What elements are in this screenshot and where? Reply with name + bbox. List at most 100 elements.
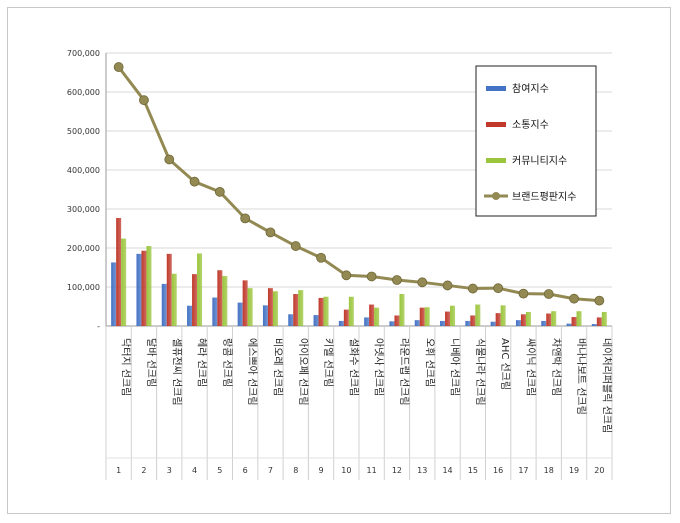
bar-소통지수 [192, 274, 198, 326]
category-label: 니베아 선크림 [449, 338, 461, 396]
bar-소통지수 [242, 280, 248, 326]
bar-커뮤니티지수 [348, 296, 354, 326]
bar-참여지수 [338, 320, 344, 326]
bar-소통지수 [293, 294, 299, 326]
category-label: 셀퓨전씨 선크림 [170, 338, 182, 406]
bar-커뮤니티지수 [171, 273, 177, 326]
rank-label: 2 [141, 466, 146, 475]
line-point [366, 271, 377, 282]
rank-label: 12 [392, 466, 402, 475]
category-label: 아넷사 선크림 [373, 338, 385, 396]
bar-커뮤니티지수 [197, 253, 203, 326]
rank-label: 14 [442, 466, 452, 475]
bar-커뮤니티지수 [450, 305, 456, 326]
legend-swatch-소통지수 [486, 122, 506, 127]
line-point [290, 241, 301, 251]
line-point [189, 176, 200, 187]
rank-label: 9 [319, 466, 324, 475]
chart-frame: - 100,000 200,000 300,000 400,000 500,000 600,… [7, 7, 671, 514]
bar-소통지수 [267, 288, 273, 326]
bar-소통지수 [596, 317, 602, 326]
category-label: 오휘 선크림 [423, 338, 435, 387]
bar-참여지수 [515, 320, 521, 326]
bar-커뮤니티지수 [323, 296, 329, 326]
bar-커뮤니티지수 [551, 311, 557, 326]
y-tick-label: 500,000 [67, 127, 100, 136]
rank-label: 20 [594, 466, 604, 475]
bar-커뮤니티지수 [272, 291, 278, 326]
legend-label: 브랜드평판지수 [512, 191, 576, 203]
bar-참여지수 [465, 320, 471, 326]
line-point [467, 283, 478, 294]
line-point [493, 283, 504, 294]
bar-소통지수 [445, 311, 451, 326]
y-tick-label: 700,000 [67, 49, 100, 58]
bar-커뮤니티지수 [576, 311, 582, 326]
rank-label: 10 [341, 466, 351, 475]
category-label: AHC 선크림 [499, 338, 511, 390]
bar-참여지수 [288, 314, 294, 326]
category-label: 설화수 선크림 [347, 338, 359, 396]
bar-참여지수 [364, 317, 370, 326]
line-point [316, 252, 326, 263]
category-label: 아이오페 선크림 [297, 338, 309, 406]
bar-참여지수 [237, 302, 243, 326]
y-tick-label: 400,000 [67, 166, 100, 175]
line-point [518, 288, 529, 299]
category-label: 닥터지 선크림 [120, 338, 132, 396]
category-label: 헤라 선크림 [196, 338, 208, 387]
bar-참여지수 [440, 320, 446, 326]
bar-커뮤니티지수 [298, 290, 304, 326]
rank-label: 15 [468, 466, 478, 475]
y-tick-label: 600,000 [67, 88, 100, 97]
y-tick-label: 100,000 [67, 283, 100, 292]
category-label: 비오레 선크림 [271, 338, 283, 396]
bar-소통지수 [343, 309, 349, 326]
rank-label: 19 [569, 466, 579, 475]
rank-label: 7 [268, 466, 273, 475]
line-point [214, 186, 225, 197]
bar-커뮤니티지수 [399, 294, 405, 326]
line-point [392, 275, 402, 285]
bar-참여지수 [212, 297, 218, 326]
rank-label: 13 [417, 466, 427, 475]
bar-참여지수 [262, 305, 268, 326]
rank-label: 17 [518, 466, 528, 475]
bar-참여지수 [111, 262, 117, 326]
bar-커뮤니티지수 [247, 288, 253, 326]
rank-label: 5 [217, 466, 222, 475]
line-point [240, 213, 251, 224]
bar-소통지수 [571, 317, 577, 326]
line-point [569, 293, 579, 304]
category-label: 달바 선크림 [145, 338, 157, 387]
bar-참여지수 [414, 320, 420, 326]
legend-label: 커뮤니티지수 [512, 155, 567, 167]
bar-소통지수 [520, 314, 526, 326]
bar-소통지수 [318, 297, 324, 326]
legend-label: 소통지수 [512, 119, 549, 131]
legend-marker [492, 192, 500, 200]
category-label: 라운드랩 선크림 [398, 338, 410, 406]
legend-swatch-참여지수 [486, 86, 506, 91]
line-point [113, 62, 124, 72]
bar-커뮤니티지수 [222, 276, 228, 326]
line-point [139, 95, 149, 106]
bar-커뮤니티지수 [601, 311, 607, 326]
bar-소통지수 [546, 313, 552, 326]
bar-참여지수 [541, 320, 547, 326]
bar-참여지수 [161, 283, 167, 326]
legend-swatch-커뮤니티지수 [486, 158, 506, 163]
bar-소통지수 [394, 315, 400, 326]
line-point [341, 270, 352, 281]
category-label: 차앤박 선크림 [550, 338, 562, 396]
bar-참여지수 [136, 253, 142, 326]
bar-소통지수 [166, 253, 172, 326]
bar-커뮤니티지수 [374, 307, 380, 326]
line-point [164, 154, 175, 165]
bar-참여지수 [566, 323, 572, 326]
rank-label: 16 [493, 466, 503, 475]
line-point [594, 295, 605, 306]
bar-커뮤니티지수 [500, 305, 506, 326]
rank-label: 3 [167, 466, 172, 475]
bar-커뮤니티지수 [424, 307, 430, 326]
